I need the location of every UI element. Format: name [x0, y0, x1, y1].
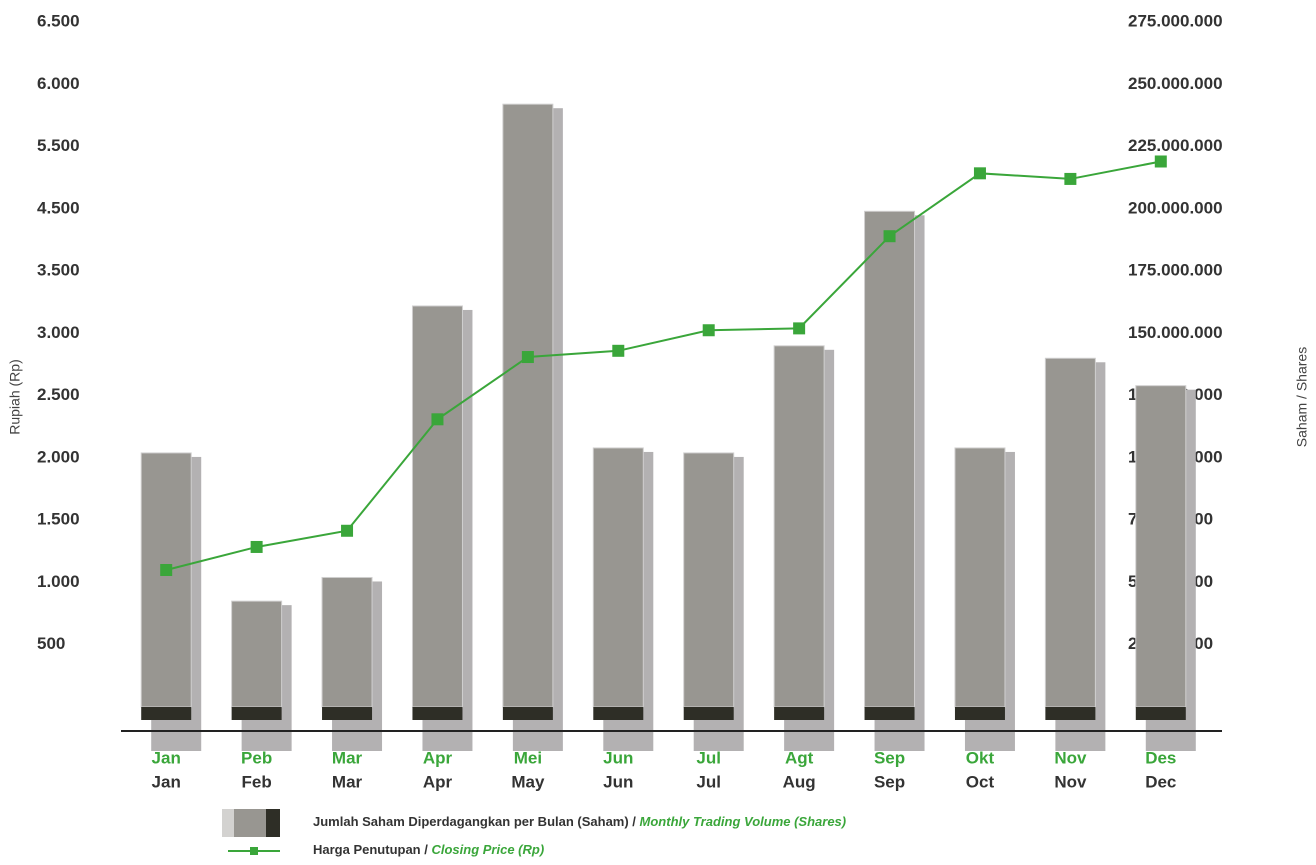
y2-tick-label: 275.000.000 [1128, 11, 1223, 30]
y-tick-label: 2.500 [37, 385, 80, 404]
y2-axis-title: Saham / Shares [1294, 347, 1310, 447]
bar [1135, 385, 1187, 708]
y-tick-label: 4.500 [37, 198, 80, 217]
y2-tick-label: 200.000.000 [1128, 198, 1223, 217]
y-tick-label: 2.000 [37, 447, 80, 466]
bar-base [774, 707, 825, 720]
bar [502, 103, 554, 708]
x-tick-label-en: Dec [1145, 772, 1176, 791]
x-tick-label-en: Aug [783, 772, 816, 791]
bar-base [1135, 707, 1186, 720]
x-tick-label-en: Nov [1054, 772, 1087, 791]
x-tick-label: Jan [152, 748, 181, 767]
bar-base [412, 707, 463, 720]
line-marker [250, 540, 263, 553]
bar-base [141, 707, 192, 720]
x-tick-label-en: Feb [242, 772, 272, 791]
x-tick-label: Apr [423, 748, 453, 767]
line-marker [160, 564, 173, 576]
bar-base [593, 707, 644, 720]
x-tick-label: Nov [1054, 748, 1087, 767]
line-marker [1064, 172, 1077, 185]
x-tick-label: Jul [696, 748, 721, 767]
legend-swatch [266, 809, 280, 837]
bar [231, 600, 283, 708]
x-tick-label: Agt [785, 748, 814, 767]
y-tick-label: 500 [37, 634, 65, 653]
legend-label-en: Monthly Trading Volume (Shares) [640, 814, 847, 829]
legend-label: Harga Penutupan / Closing Price (Rp) [313, 842, 544, 857]
legend-swatch [222, 809, 236, 837]
x-tick-label-en: Jun [603, 772, 633, 791]
bar [140, 452, 192, 708]
y2-tick-label: 175.000.000 [1128, 261, 1223, 280]
y2-tick-label: 225.000.000 [1128, 136, 1223, 155]
bar-base [502, 707, 553, 720]
bar [411, 305, 463, 708]
legend-label-id: Jumlah Saham Diperdagangkan per Bulan (S… [313, 814, 640, 829]
y2-tick-label: 150.000.000 [1128, 323, 1223, 342]
bar [773, 345, 825, 708]
y-tick-label: 5.500 [37, 136, 80, 155]
y-tick-label: 3.500 [37, 261, 80, 280]
line-marker [341, 524, 354, 537]
bar-base [322, 707, 373, 720]
line-marker [702, 324, 715, 337]
legend-swatch [234, 809, 266, 837]
legend-label-en: Closing Price (Rp) [431, 842, 544, 857]
line-marker [1154, 155, 1167, 168]
bar-base [864, 707, 915, 720]
x-tick-label-en: Apr [423, 772, 453, 791]
line-marker [973, 167, 986, 180]
x-tick-label: Peb [241, 748, 272, 767]
bar [683, 452, 735, 708]
y-tick-label: 1.500 [37, 510, 80, 529]
bar-base [683, 707, 734, 720]
y-tick-label: 3.000 [37, 323, 80, 342]
y2-tick-label: 250.000.000 [1128, 74, 1223, 93]
bar-base [954, 707, 1005, 720]
bar [864, 210, 916, 708]
x-tick-label-en: Oct [966, 772, 995, 791]
bar-base [1045, 707, 1096, 720]
x-tick-label-en: Mar [332, 772, 363, 791]
y-tick-label: 6.500 [37, 11, 80, 30]
y-tick-label: 1.000 [37, 572, 80, 591]
bar-base [231, 707, 282, 720]
x-tick-label-en: Jan [152, 772, 181, 791]
x-tick-label: Mar [332, 748, 363, 767]
bar [1044, 357, 1096, 708]
bar [592, 447, 644, 708]
y-tick-label: 6.000 [37, 74, 80, 93]
x-tick-label: Okt [966, 748, 995, 767]
legend-label: Jumlah Saham Diperdagangkan per Bulan (S… [313, 814, 846, 829]
x-tick-label-en: Sep [874, 772, 905, 791]
line-marker [521, 351, 534, 364]
x-tick-label: Mei [514, 748, 542, 767]
line [165, 160, 1161, 571]
line-marker [612, 344, 625, 357]
x-tick-label-en: Jul [696, 772, 721, 791]
bar [321, 576, 373, 708]
x-tick-label: Des [1145, 748, 1176, 767]
x-tick-label: Jun [603, 748, 633, 767]
bar [954, 447, 1006, 708]
x-tick-label: Sep [874, 748, 905, 767]
legend-label-id: Harga Penutupan / [313, 842, 431, 857]
x-tick-label-en: May [511, 772, 545, 791]
legend-marker [250, 847, 258, 855]
y-axis-title: Rupiah (Rp) [7, 359, 23, 434]
line-marker [793, 322, 806, 335]
line-marker [431, 413, 444, 426]
line-marker [883, 230, 896, 243]
